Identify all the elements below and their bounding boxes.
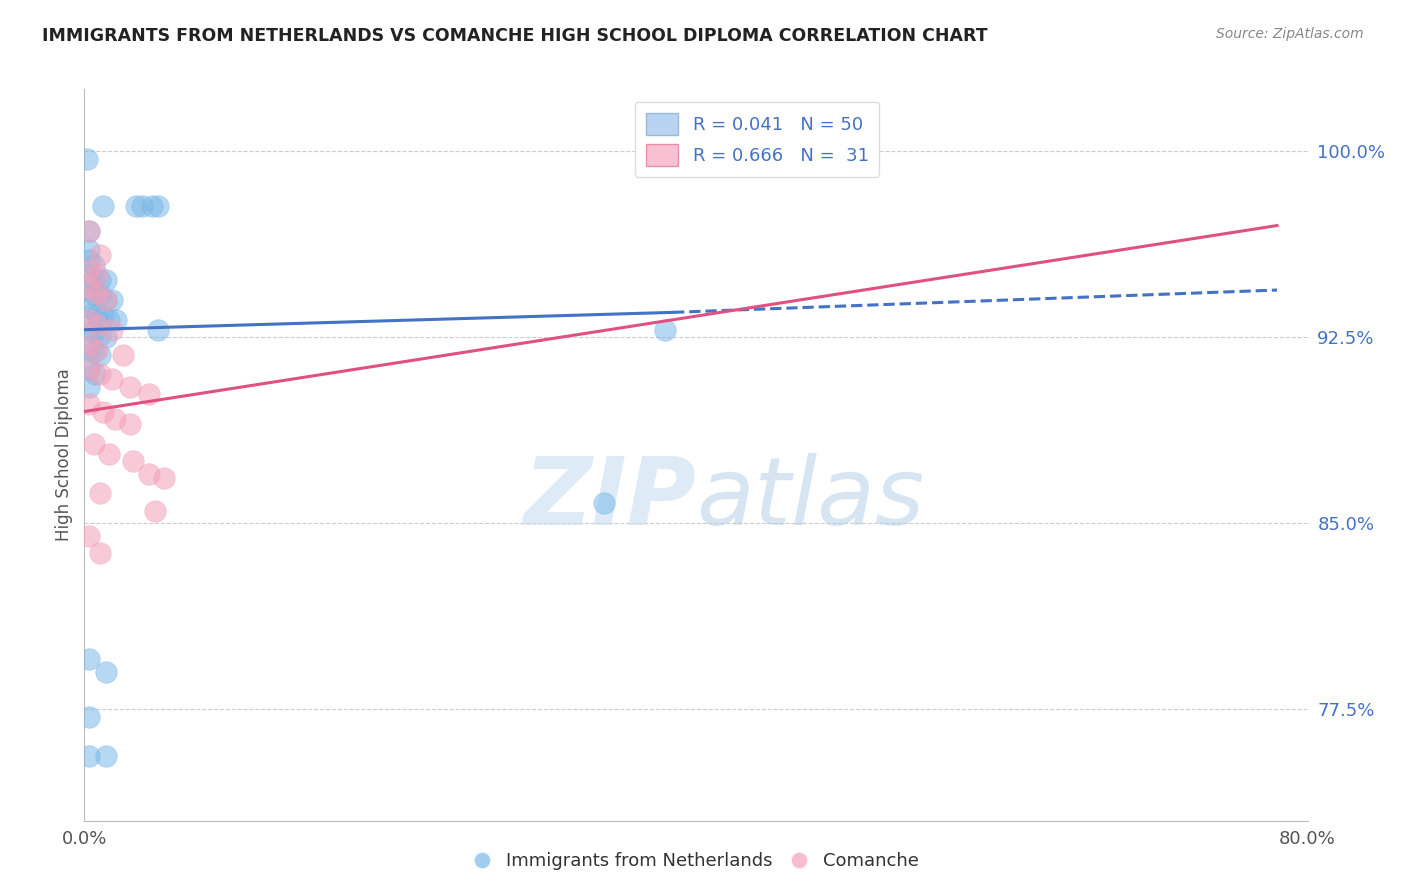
Point <box>77 528 100 542</box>
Point <box>77 253 100 268</box>
Point <box>120 417 142 431</box>
Point <box>89 546 111 560</box>
Point <box>77 709 100 723</box>
Point <box>83 288 105 302</box>
Point <box>89 486 111 500</box>
Point <box>86 268 108 282</box>
Point <box>86 318 108 332</box>
Point <box>77 223 100 237</box>
Point <box>91 404 114 418</box>
Point <box>131 199 153 213</box>
Point <box>104 412 127 426</box>
Point <box>77 323 100 337</box>
Point <box>101 293 124 307</box>
Point <box>91 310 114 325</box>
Point <box>89 327 111 342</box>
Point <box>77 749 100 764</box>
Point <box>94 293 117 307</box>
Point <box>89 288 111 302</box>
Point <box>94 330 117 344</box>
Point <box>77 337 100 351</box>
Point <box>77 313 100 327</box>
Point <box>153 471 176 485</box>
Point <box>77 280 100 294</box>
Point <box>122 454 145 468</box>
Point <box>101 372 124 386</box>
Point <box>120 380 142 394</box>
Point <box>83 258 105 272</box>
Text: atlas: atlas <box>696 453 924 544</box>
Point <box>83 325 105 339</box>
Point <box>86 343 108 357</box>
Point <box>77 283 100 297</box>
Point <box>77 362 100 376</box>
Point <box>89 368 111 382</box>
Point <box>138 467 160 481</box>
Point <box>76 152 98 166</box>
Point <box>97 313 120 327</box>
Point <box>141 199 163 213</box>
Point <box>101 323 124 337</box>
Point <box>77 263 100 277</box>
Point <box>94 749 117 764</box>
Legend: Immigrants from Netherlands, Comanche: Immigrants from Netherlands, Comanche <box>465 845 927 878</box>
Point <box>89 273 111 287</box>
Point <box>77 268 100 282</box>
Point <box>86 285 108 300</box>
Point <box>138 387 160 401</box>
Text: ZIP: ZIP <box>523 453 696 545</box>
Point <box>84 368 107 382</box>
Point <box>105 313 128 327</box>
Point <box>97 447 120 461</box>
Point <box>77 652 100 666</box>
Text: Source: ZipAtlas.com: Source: ZipAtlas.com <box>1216 27 1364 41</box>
Point <box>146 199 169 213</box>
Point <box>143 504 166 518</box>
Point <box>111 347 134 361</box>
Point <box>593 496 616 510</box>
Point <box>94 273 117 287</box>
Point <box>77 223 100 237</box>
Point <box>83 345 105 359</box>
Point <box>77 362 100 376</box>
Point <box>89 347 111 361</box>
Point <box>125 199 148 213</box>
Y-axis label: High School Diploma: High School Diploma <box>55 368 73 541</box>
Point <box>83 305 105 319</box>
Point <box>77 397 100 411</box>
Point <box>77 244 100 258</box>
Point <box>77 343 100 357</box>
Point <box>86 308 108 322</box>
Point <box>83 436 105 450</box>
Point <box>146 323 169 337</box>
Point <box>89 248 111 262</box>
Point <box>83 273 105 287</box>
Point <box>91 199 114 213</box>
Point <box>94 293 117 307</box>
Text: IMMIGRANTS FROM NETHERLANDS VS COMANCHE HIGH SCHOOL DIPLOMA CORRELATION CHART: IMMIGRANTS FROM NETHERLANDS VS COMANCHE … <box>42 27 988 45</box>
Point <box>77 380 100 394</box>
Point <box>94 665 117 679</box>
Point <box>654 323 676 337</box>
Point <box>77 301 100 315</box>
